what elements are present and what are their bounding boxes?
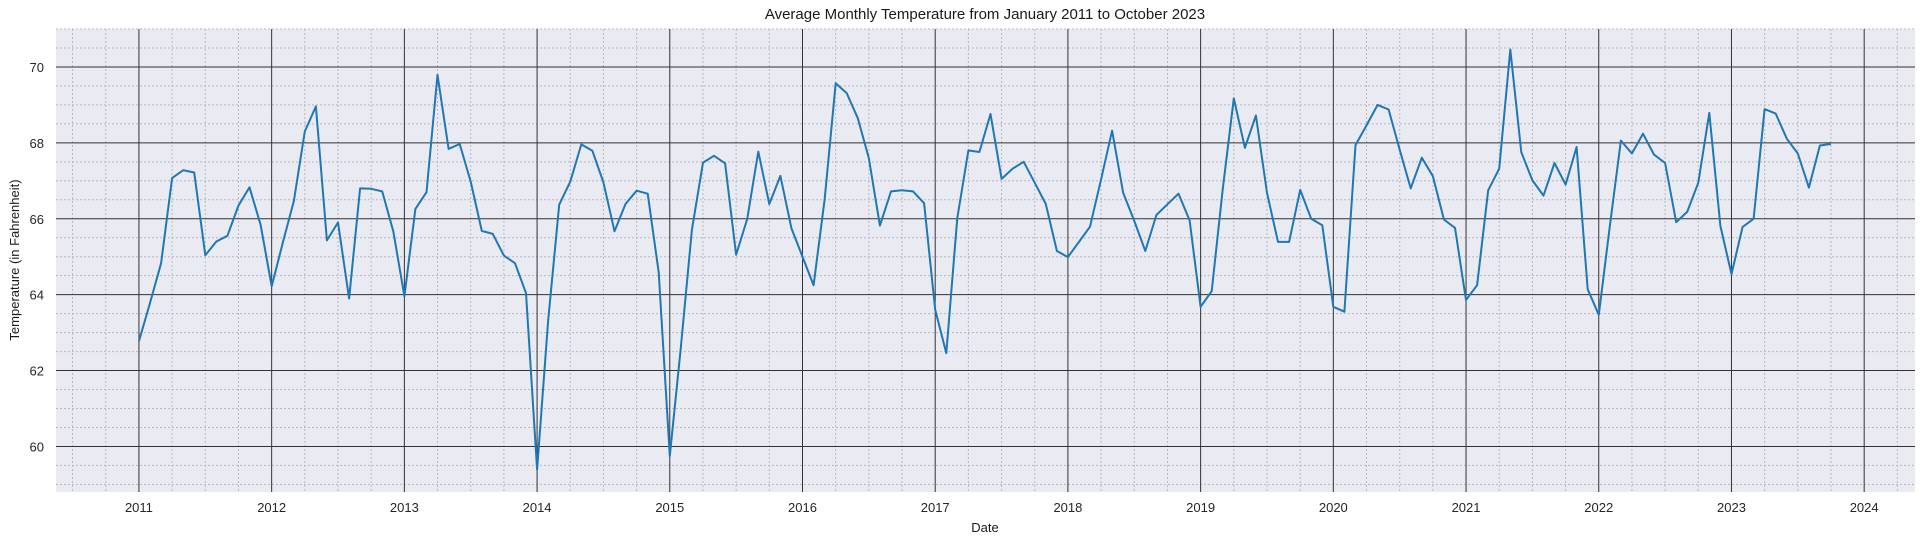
y-tick-label: 70: [30, 60, 44, 75]
x-tick-label: 2021: [1452, 500, 1481, 515]
x-tick-label: 2024: [1850, 500, 1879, 515]
y-tick-label: 62: [30, 364, 44, 379]
x-tick-label: 2022: [1584, 500, 1613, 515]
x-tick-label: 2019: [1186, 500, 1215, 515]
chart-title: Average Monthly Temperature from January…: [765, 6, 1205, 23]
y-tick-label: 66: [30, 212, 44, 227]
x-tick-label: 2014: [523, 500, 552, 515]
plot-area: [56, 29, 1915, 492]
x-tick-label: 2018: [1053, 500, 1082, 515]
major-gridlines: [56, 29, 1915, 492]
y-axis-ticks: 60 62 64 66 68 70: [30, 60, 44, 455]
x-axis-label: Date: [971, 520, 998, 535]
x-tick-label: 2023: [1717, 500, 1746, 515]
x-tick-label: 2012: [257, 500, 286, 515]
temperature-series-line: [137, 48, 1832, 471]
x-tick-label: 2016: [788, 500, 817, 515]
y-tick-label: 68: [30, 136, 44, 151]
y-axis-label: Temperature (in Fahrenheit): [7, 179, 22, 340]
x-tick-label: 2017: [921, 500, 950, 515]
series-group: [137, 48, 1832, 471]
x-tick-label: 2013: [390, 500, 419, 515]
y-tick-label: 60: [30, 439, 44, 454]
x-tick-label: 2015: [655, 500, 684, 515]
x-tick-label: 2020: [1319, 500, 1348, 515]
y-tick-label: 64: [30, 288, 44, 303]
x-axis-ticks: 2011 2012 2013 2014 2015 2016 2017 2018 2019 2020…: [125, 500, 1879, 515]
x-tick-label: 2011: [125, 500, 153, 515]
